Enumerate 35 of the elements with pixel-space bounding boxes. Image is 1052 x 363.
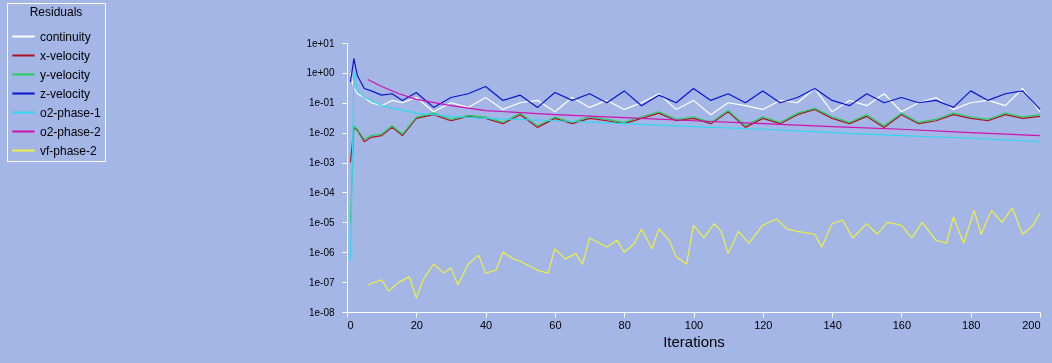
y-tick-label: 1e-01 [308, 97, 335, 109]
y-tick-label: 1e-03 [308, 157, 335, 169]
x-tick-label: 40 [479, 318, 493, 331]
line-series [349, 107, 1041, 223]
y-tick-label: 1e-08 [308, 306, 335, 318]
legend-label: z-velocity [40, 86, 91, 101]
x-tick-label: 140 [823, 318, 842, 331]
x-tick-label: 180 [962, 318, 981, 331]
legend-label: vf-phase-2 [40, 143, 98, 158]
x-axis-title: Iterations [663, 332, 725, 350]
x-tick-label: 80 [618, 318, 631, 331]
legend-label: o2-phase-2 [40, 124, 102, 139]
y-tick-label: 1e-06 [308, 246, 335, 258]
y-tick-label: 1e-04 [308, 186, 335, 198]
x-tick-label: 20 [410, 318, 423, 331]
y-tick-label: 1e+01 [306, 37, 335, 49]
line-series [367, 207, 1041, 299]
legend-label: continuity [40, 29, 91, 44]
line-series [349, 108, 1041, 164]
legend-label: o2-phase-1 [40, 105, 102, 120]
x-tick-label: 60 [549, 318, 562, 331]
legend-title: Residuals [29, 5, 83, 19]
x-tick-label: 120 [754, 318, 773, 331]
line-series [367, 78, 1041, 137]
x-tick-label: 0 [347, 318, 354, 331]
x-tick-label: 100 [684, 318, 704, 331]
legend-label: y-velocity [40, 67, 91, 82]
y-tick-label: 1e-05 [308, 216, 335, 228]
x-tick-label: 200 [1022, 318, 1041, 331]
y-tick-label: 1e-07 [308, 276, 335, 288]
line-series [349, 58, 1041, 111]
y-tick-label: 1e-02 [308, 127, 335, 139]
x-tick-label: 160 [892, 318, 912, 331]
y-tick-label: 1e+00 [306, 67, 335, 79]
legend-label: x-velocity [40, 48, 91, 63]
